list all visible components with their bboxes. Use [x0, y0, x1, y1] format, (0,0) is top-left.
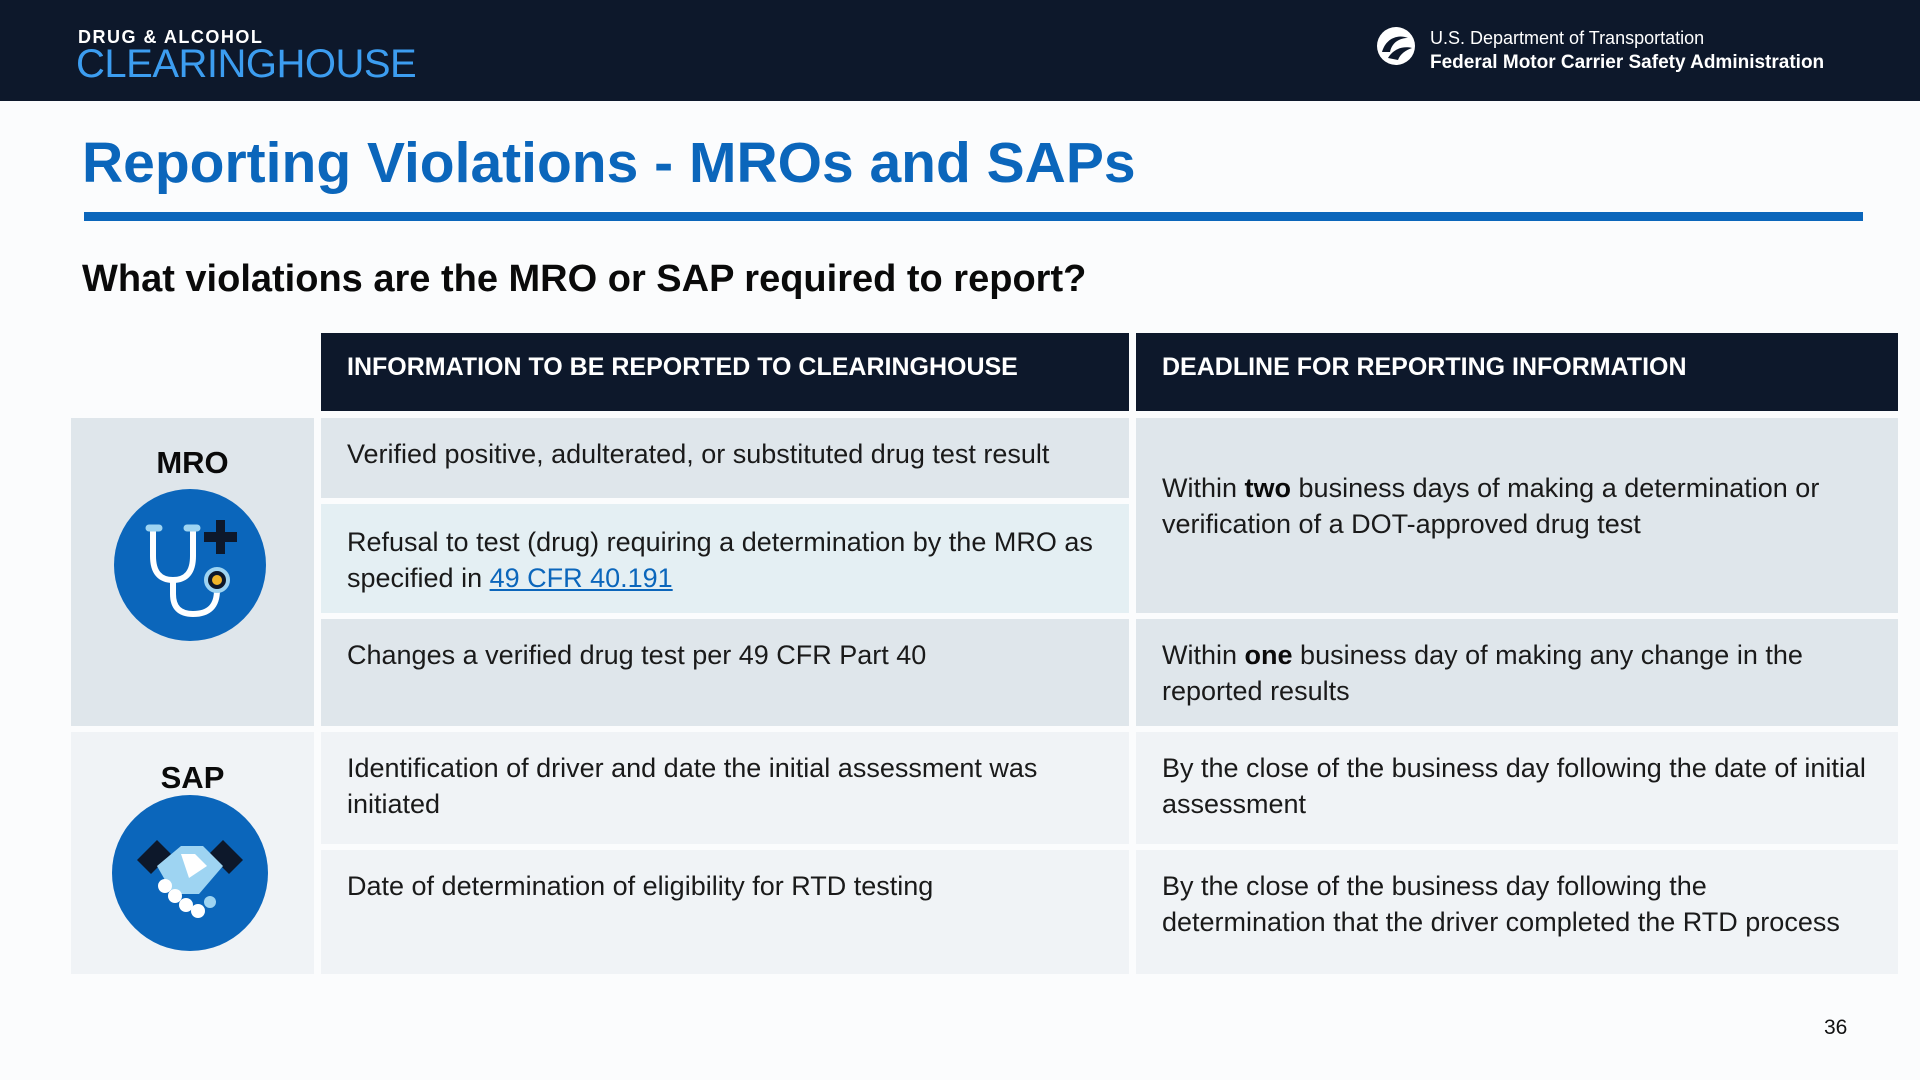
mro-info-text-3: Changes a verified drug test per 49 CFR …	[347, 640, 927, 670]
agency-line-2: Federal Motor Carrier Safety Administrat…	[1430, 52, 1825, 73]
dot-logo-icon	[1377, 27, 1415, 65]
stethoscope-icon	[114, 489, 266, 641]
sap-deadline-cell-2: By the close of the business day followi…	[1136, 850, 1898, 974]
sap-deadline-cell-1: By the close of the business day followi…	[1136, 732, 1898, 844]
agency-line-1: U.S. Department of Transportation	[1430, 28, 1705, 48]
deadline-2-emphasis: one	[1244, 640, 1293, 670]
deadline-1-post: business days of making a determination …	[1162, 473, 1820, 539]
handshake-icon	[112, 795, 268, 951]
deadline-1-emphasis: two	[1244, 473, 1292, 503]
sap-info-cell-2: Date of determination of eligibility for…	[321, 850, 1129, 974]
sap-info-cell-1: Identification of driver and date the in…	[321, 732, 1129, 844]
deadline-2-post: business day of making any change in the…	[1162, 640, 1803, 706]
mro-deadline-cell-2: Within one business day of making any ch…	[1136, 619, 1898, 726]
mro-label: MRO	[156, 445, 229, 480]
mro-info-cell-2: Refusal to test (drug) requiring a deter…	[321, 504, 1129, 613]
logo-top-text: DRUG & ALCOHOL	[78, 27, 264, 47]
page-number: 36	[1824, 1016, 1848, 1039]
mro-info-text-1: Verified positive, adulterated, or subst…	[347, 439, 1050, 469]
page-title: Reporting Violations - MROs and SAPs	[82, 131, 1136, 195]
cfr-40-191-link[interactable]: 49 CFR 40.191	[489, 563, 673, 593]
title-underline	[84, 212, 1863, 221]
section-question: What violations are the MRO or SAP requi…	[82, 258, 1087, 300]
deadline-1-pre: Within	[1162, 473, 1245, 503]
sap-deadline-text-2: By the close of the business day followi…	[1162, 871, 1840, 937]
mro-info-cell-3: Changes a verified drug test per 49 CFR …	[321, 619, 1129, 726]
top-banner: DRUG & ALCOHOL CLEARINGHOUSE U.S. Depart…	[0, 0, 1920, 101]
sap-deadline-text-1: By the close of the business day followi…	[1162, 753, 1866, 819]
sap-label: SAP	[160, 760, 225, 795]
sap-info-text-1: Identification of driver and date the in…	[347, 753, 1038, 819]
deadline-2-pre: Within	[1162, 640, 1245, 670]
logo-main-text: CLEARINGHOUSE	[76, 42, 417, 86]
column-header-information: INFORMATION TO BE REPORTED TO CLEARINGHO…	[321, 333, 1129, 411]
column-header-deadline: DEADLINE FOR REPORTING INFORMATION	[1136, 333, 1898, 411]
mro-deadline-cell-1: Within two business days of making a det…	[1136, 418, 1898, 613]
mro-info-cell-1: Verified positive, adulterated, or subst…	[321, 418, 1129, 498]
sap-info-text-2: Date of determination of eligibility for…	[347, 871, 934, 901]
mro-info-text-2: Refusal to test (drug) requiring a deter…	[347, 527, 1093, 593]
